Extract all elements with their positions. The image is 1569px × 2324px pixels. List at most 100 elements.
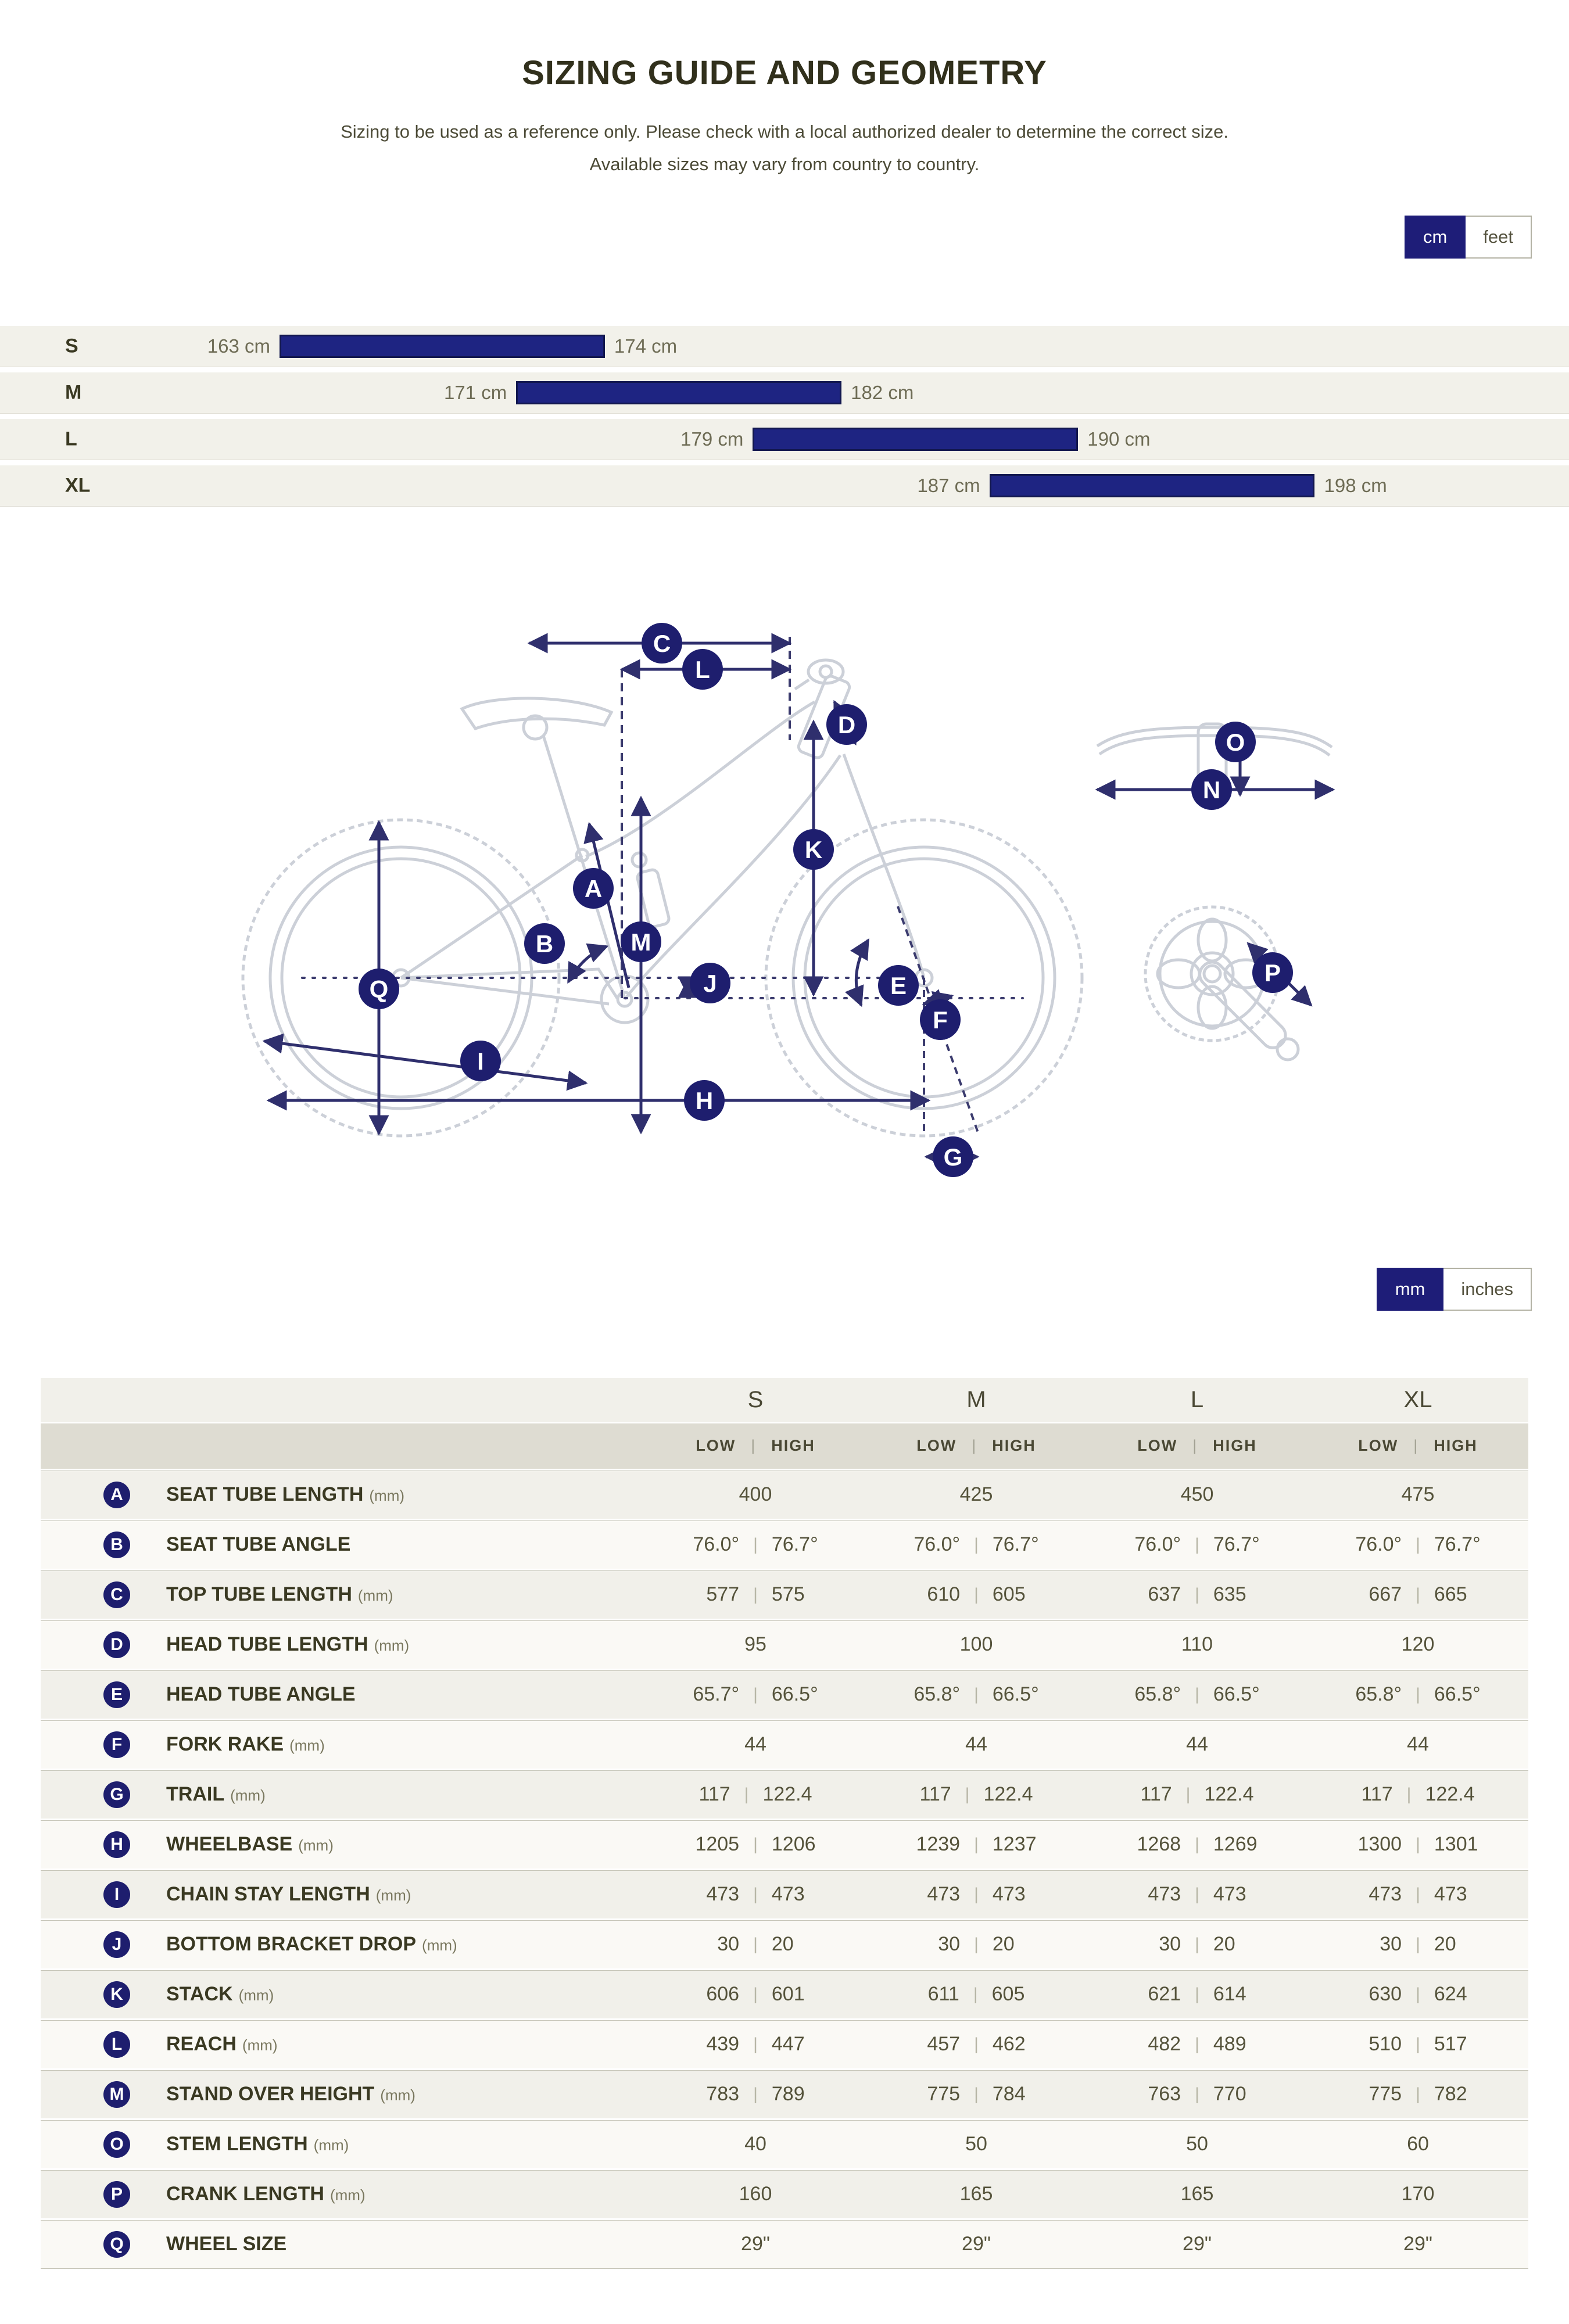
callout-letter-M: M (631, 928, 651, 956)
value-separator: | (1195, 1584, 1199, 1604)
value-high: 462 (992, 2033, 1026, 2056)
value-cell-M-M: 775 | 784 (866, 2083, 1087, 2106)
height-max-value: 174 cm (614, 335, 678, 357)
value-cell-K-L: 621 | 614 (1087, 1983, 1308, 2006)
high-header: HIGH (771, 1437, 815, 1455)
value-separator: | (1416, 2084, 1420, 2104)
callout-letter-I: I (477, 1048, 484, 1075)
value-separator: | (753, 1534, 758, 1554)
value-low: 30 (1159, 1933, 1181, 1956)
size-row-S: S 163 cm 174 cm (0, 325, 1569, 367)
value-cell-B-M: 76.0° | 76.7° (866, 1533, 1087, 1556)
value-high: 635 (1213, 1583, 1246, 1606)
value-separator: | (974, 2084, 979, 2104)
lowhigh-header-L: LOW | HIGH (1087, 1437, 1308, 1455)
height-unit-option-cm[interactable]: cm (1404, 215, 1466, 259)
value-high: 20 (1213, 1933, 1235, 1956)
value-separator: | (1416, 1884, 1420, 1904)
size-row-M: M 171 cm 182 cm (0, 372, 1569, 414)
value-separator: | (1416, 1984, 1420, 2004)
value-separator: | (974, 1584, 979, 1604)
header-separator: | (1413, 1437, 1419, 1455)
value-single: 40 (744, 2133, 766, 2156)
table-lowhigh-header-row: LOW | HIGH LOW | HIGH LOW | HIGH LOW | HIGH (41, 1423, 1528, 1469)
value-cell-F-L: 44 (1087, 1733, 1308, 1756)
value-cell-J-M: 30 | 20 (866, 1933, 1087, 1956)
value-high: 473 (771, 1883, 805, 1906)
callout-letter-C: C (653, 630, 671, 657)
value-cell-C-L: 637 | 635 (1087, 1583, 1308, 1606)
height-range-bar (753, 427, 1079, 451)
value-cell-K-XL: 630 | 624 (1308, 1983, 1528, 2006)
low-header: LOW (1137, 1437, 1178, 1455)
value-cell-I-L: 473 | 473 (1087, 1883, 1308, 1906)
row-label: SEAT TUBE LENGTH (mm) (166, 1483, 405, 1506)
value-separator: | (1195, 2084, 1199, 2104)
value-high: 447 (771, 2033, 805, 2056)
row-unit: (mm) (238, 1986, 274, 2004)
row-label-cell: F FORK RAKE (mm) (41, 1721, 645, 1769)
value-low: 510 (1369, 2033, 1402, 2056)
value-cell-A-XL: 475 (1308, 1483, 1528, 1506)
table-body: A SEAT TUBE LENGTH (mm) 400 425 450 475 B SEAT T… (41, 1470, 1528, 2268)
geometry-diagram-svg: A B C D EF G H I J K L M NO P Q (241, 622, 1335, 1177)
measurement-unit-option-inches[interactable]: inches (1443, 1267, 1532, 1311)
value-single: 160 (739, 2183, 772, 2205)
value-single: 29" (741, 2233, 770, 2255)
row-label: FORK RAKE (mm) (166, 1733, 325, 1756)
table-header-spacer (41, 1423, 645, 1469)
value-separator: | (1406, 1784, 1412, 1804)
value-cell-A-L: 450 (1087, 1483, 1308, 1506)
value-low: 65.8° (914, 1683, 961, 1706)
callout-letter-H: H (696, 1087, 713, 1114)
table-row-B: B SEAT TUBE ANGLE 76.0° | 76.7° 76.0° | 76.7° 76… (41, 1520, 1528, 1569)
value-low: 65.8° (1134, 1683, 1181, 1706)
row-label-cell: J BOTTOM BRACKET DROP (mm) (41, 1921, 645, 1968)
callout-E (878, 964, 919, 1006)
row-label-cell: E HEAD TUBE ANGLE (41, 1671, 645, 1719)
value-single: 50 (965, 2133, 987, 2156)
value-cell-I-XL: 473 | 473 (1308, 1883, 1528, 1906)
value-high: 601 (771, 1983, 805, 2006)
letter-badge-H: H (103, 1831, 130, 1858)
value-high: 76.7° (992, 1533, 1039, 1556)
value-cell-I-M: 473 | 473 (866, 1883, 1087, 1906)
value-separator: | (1195, 1684, 1199, 1704)
callout-letter-J: J (703, 970, 717, 997)
value-separator: | (1195, 1984, 1199, 2004)
value-low: 577 (706, 1583, 740, 1606)
row-label: TRAIL (mm) (166, 1783, 266, 1806)
letter-badge-L: L (103, 2031, 130, 2058)
row-label: STACK (mm) (166, 1983, 274, 2006)
value-single: 475 (1401, 1483, 1435, 1506)
row-unit: (mm) (230, 1787, 266, 1805)
value-single: 425 (959, 1483, 993, 1506)
size-row-label: S (65, 335, 78, 357)
callout-F (920, 999, 961, 1040)
value-high: 20 (992, 1933, 1015, 1956)
column-header-L: L (1190, 1387, 1204, 1413)
callout-M (621, 921, 661, 962)
table-row-D: D HEAD TUBE LENGTH (mm) 95 100 110 120 (41, 1620, 1528, 1669)
row-label: STAND OVER HEIGHT (mm) (166, 2083, 415, 2106)
row-unit: (mm) (374, 1637, 410, 1655)
callout-G (933, 1136, 973, 1177)
value-single: 110 (1181, 1633, 1213, 1656)
row-unit: (mm) (242, 2036, 278, 2054)
value-cell-O-M: 50 (866, 2133, 1087, 2156)
column-header-S: S (747, 1387, 764, 1413)
table-row-P: P CRANK LENGTH (mm) 160 165 165 170 (41, 2169, 1528, 2218)
row-unit: (mm) (329, 2186, 366, 2204)
value-single: 120 (1401, 1633, 1435, 1656)
value-low: 30 (938, 1933, 961, 1956)
callout-J (690, 962, 730, 1003)
value-high: 624 (1434, 1983, 1467, 2006)
measurement-unit-option-mm[interactable]: mm (1376, 1267, 1444, 1311)
value-cell-M-L: 763 | 770 (1087, 2083, 1308, 2106)
callout-I (460, 1040, 501, 1081)
row-label: HEAD TUBE LENGTH (mm) (166, 1633, 410, 1656)
value-separator: | (974, 2034, 979, 2054)
height-unit-option-feet[interactable]: feet (1466, 215, 1532, 259)
value-low: 76.0° (1134, 1533, 1181, 1556)
table-row-F: F FORK RAKE (mm) 44 44 44 44 (41, 1720, 1528, 1769)
